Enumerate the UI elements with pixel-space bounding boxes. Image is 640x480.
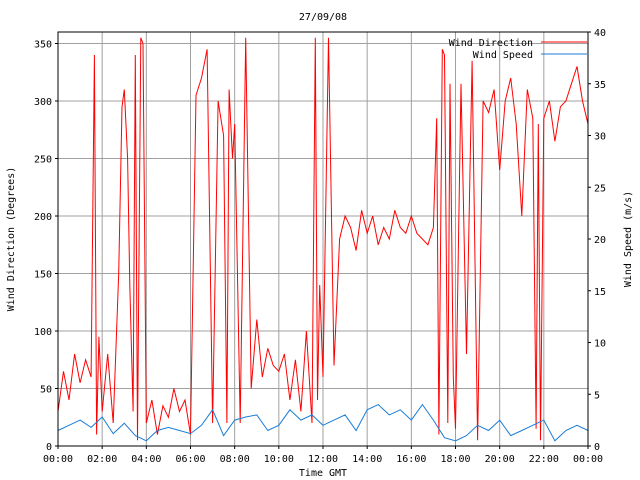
y-tick-label-left: 350 <box>34 40 52 51</box>
y-tick-label-left: 150 <box>34 270 52 281</box>
x-tick-label: 02:00 <box>87 454 117 465</box>
legend-label-wind-direction: Wind Direction <box>449 38 533 49</box>
x-tick-label: 08:00 <box>220 454 250 465</box>
series-layer <box>57 37 589 442</box>
y-tick-label-left: 100 <box>34 327 52 338</box>
x-tick-label: 10:00 <box>264 454 294 465</box>
y-tick-label-right: 40 <box>594 28 606 39</box>
x-tick-label: 00:00 <box>43 454 73 465</box>
x-axis-label: Time GMT <box>299 468 347 479</box>
x-tick-label: 06:00 <box>175 454 205 465</box>
y-tick-label-right: 30 <box>594 132 606 143</box>
x-tick-label: 22:00 <box>529 454 559 465</box>
y-tick-label-left: 0 <box>46 442 52 453</box>
y-tick-label-right: 35 <box>594 80 606 91</box>
x-tick-label: 20:00 <box>485 454 515 465</box>
y-tick-label-right: 5 <box>594 390 600 401</box>
series-line-wind-speed <box>57 403 589 442</box>
x-tick-label: 04:00 <box>131 454 161 465</box>
chart-title: 27/09/08 <box>299 12 347 23</box>
y-tick-label-right: 15 <box>594 287 606 298</box>
x-tick-label: 00:00 <box>573 454 603 465</box>
y-tick-label-left: 50 <box>40 385 52 396</box>
x-tick-label: 16:00 <box>396 454 426 465</box>
series-line-wind-direction <box>57 37 589 441</box>
x-tick-label: 18:00 <box>440 454 470 465</box>
y-tick-label-left: 300 <box>34 97 52 108</box>
legend: Wind Direction Wind Speed <box>449 38 587 61</box>
x-tick-label: 12:00 <box>308 454 338 465</box>
y-axis-label-left: Wind Direction (Degrees) <box>6 167 17 312</box>
x-tick-label: 14:00 <box>352 454 382 465</box>
y-tick-label-right: 0 <box>594 442 600 453</box>
tick-labels: 00:00 02:00 04:00 06:00 08:00 10:00 12:00 14:00… <box>34 28 606 465</box>
y-tick-label-right: 20 <box>594 235 606 246</box>
y-tick-label-left: 200 <box>34 212 52 223</box>
y-tick-label-right: 10 <box>594 339 606 350</box>
grid-lines <box>58 32 588 446</box>
y-tick-label-left: 250 <box>34 155 52 166</box>
y-axis-label-right: Wind Speed (m/s) <box>623 191 634 287</box>
legend-label-wind-speed: Wind Speed <box>473 50 533 61</box>
y-tick-label-right: 25 <box>594 183 606 194</box>
